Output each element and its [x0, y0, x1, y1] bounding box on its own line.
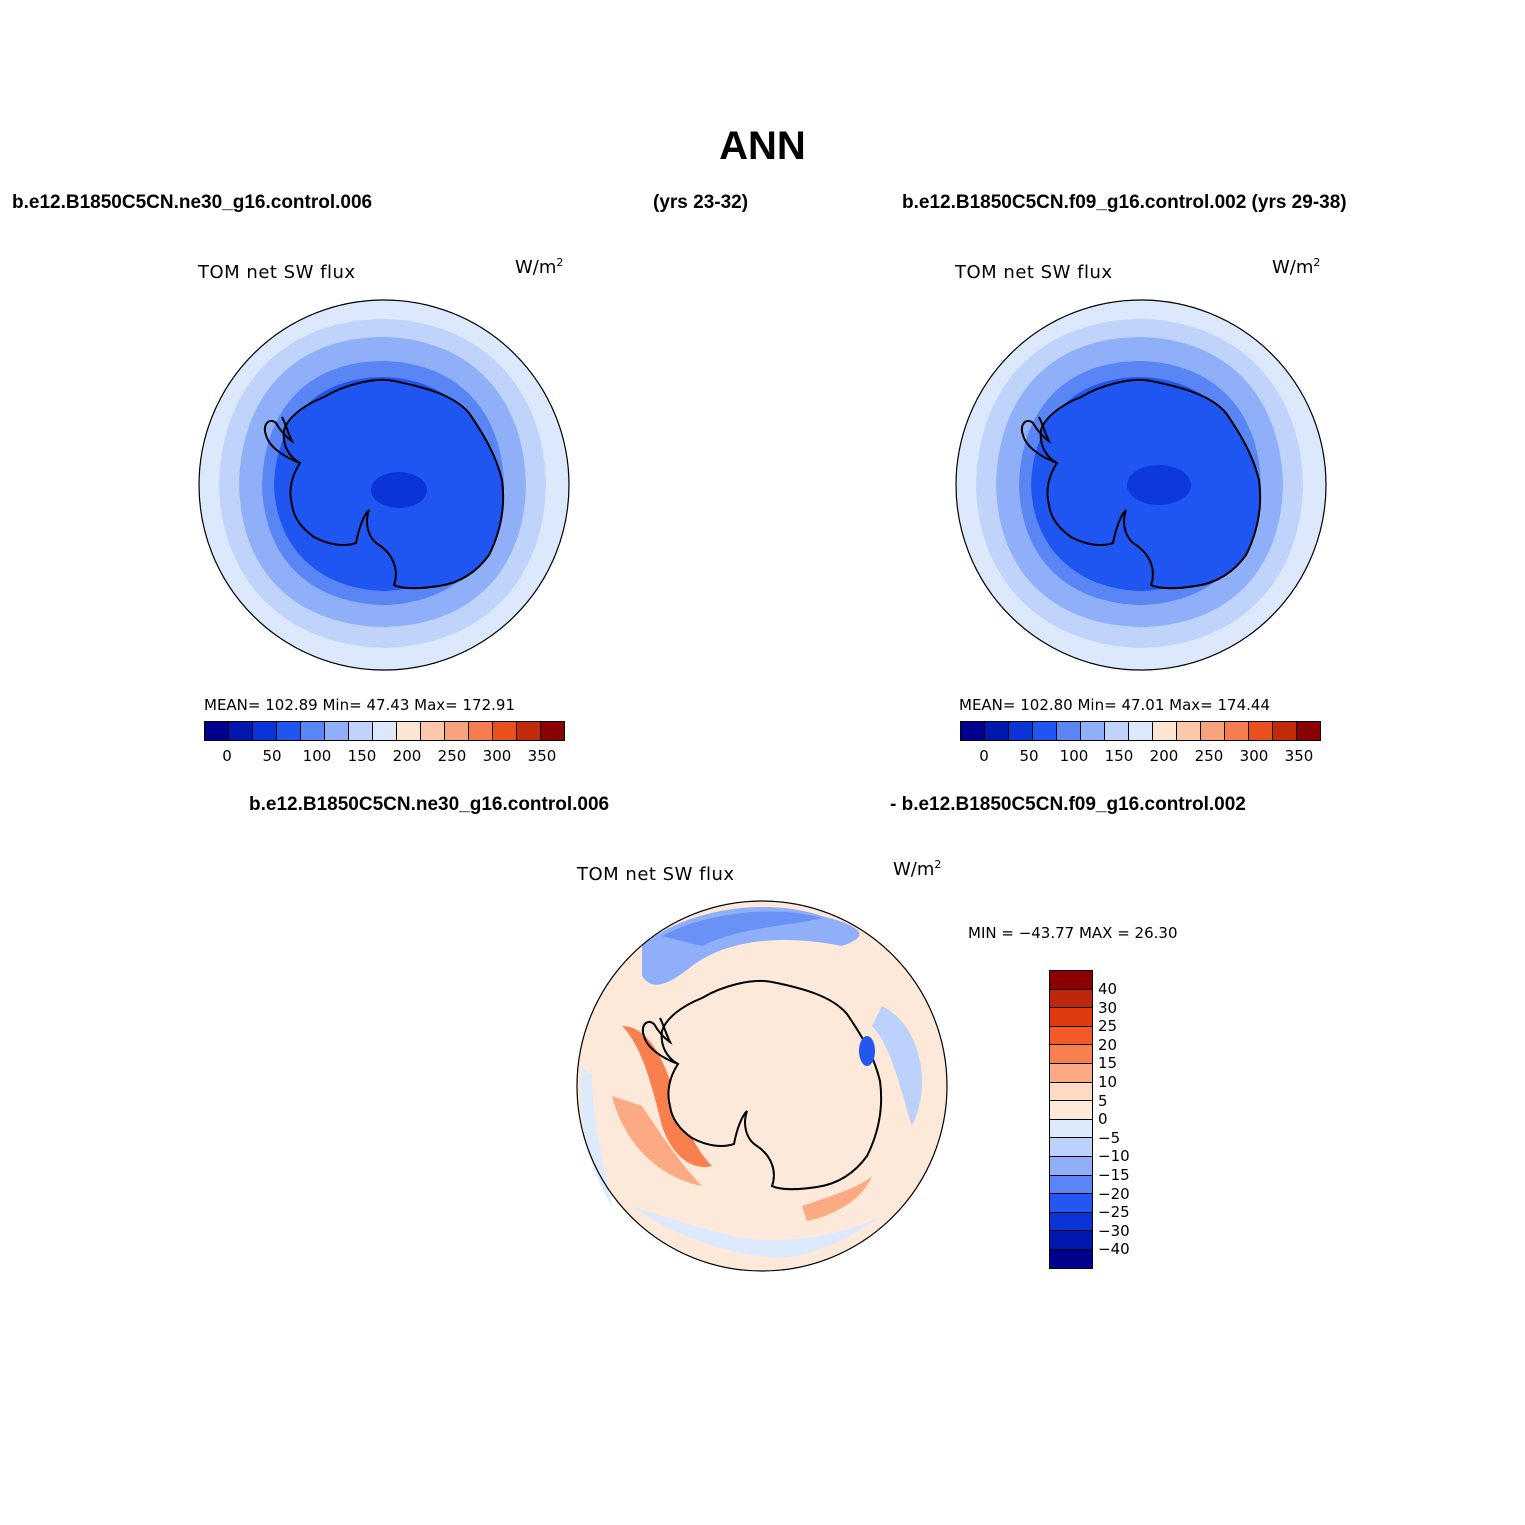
panel2-variable: TOM net SW flux: [955, 262, 1113, 283]
colorbar-tick-label: −40: [1098, 1240, 1130, 1259]
colorbar-swatch: [1050, 1175, 1092, 1195]
colorbar-swatch: [301, 722, 325, 740]
colorbar-swatch: [1153, 722, 1177, 740]
colorbar-tick-label: −30: [1098, 1221, 1130, 1240]
colorbar-tick-label: 25: [1098, 1017, 1118, 1036]
colorbar-swatch: [469, 722, 493, 740]
colorbar-swatch: [1225, 722, 1249, 740]
colorbar-tick-label: −10: [1098, 1147, 1130, 1166]
colorbar-swatch: [1050, 1119, 1092, 1139]
colorbar-swatch: [1249, 722, 1273, 740]
colorbar-tick-label: 50: [1019, 747, 1039, 765]
colorbar-tick-label: 0: [1098, 1110, 1108, 1129]
colorbar-swatch: [1057, 722, 1081, 740]
colorbar-swatch: [1129, 722, 1153, 740]
colorbar-tick-label: 100: [302, 747, 332, 765]
colorbar-swatch: [1009, 722, 1033, 740]
diff-colorbar: [1049, 970, 1093, 1269]
colorbar-swatch: [1081, 722, 1105, 740]
colorbar-tick-label: 0: [222, 747, 232, 765]
colorbar-tick-label: 50: [262, 747, 282, 765]
colorbar-tick-label: 0: [979, 747, 989, 765]
colorbar-swatch: [1050, 1063, 1092, 1083]
colorbar-swatch: [1050, 1249, 1092, 1268]
colorbar-swatch: [1177, 722, 1201, 740]
colorbar-swatch: [397, 722, 421, 740]
panel1-map: [198, 299, 570, 671]
years1-label: (yrs 23-32): [653, 192, 749, 213]
case2-label: b.e12.B1850C5CN.f09_g16.control.002 (yrs…: [902, 192, 1347, 213]
colorbar-tick-label: 30: [1098, 998, 1118, 1017]
colorbar-swatch: [1050, 1212, 1092, 1232]
panel2-colorbar: [960, 721, 1321, 741]
colorbar-swatch: [445, 722, 469, 740]
colorbar-tick-label: −15: [1098, 1166, 1130, 1184]
colorbar-swatch: [1105, 722, 1129, 740]
colorbar-swatch: [325, 722, 349, 740]
colorbar-swatch: [373, 722, 397, 740]
diff-stats: MIN = −43.77 MAX = 26.30: [968, 924, 1178, 942]
colorbar-swatch: [493, 722, 517, 740]
colorbar-tick-label: 40: [1098, 980, 1118, 998]
colorbar-tick-label: 10: [1098, 1073, 1118, 1091]
page-title: ANN: [719, 124, 806, 168]
panel2-stats: MEAN= 102.80 Min= 47.01 Max= 174.44: [959, 696, 1270, 714]
panel1-stats: MEAN= 102.89 Min= 47.43 Max= 172.91: [204, 696, 515, 714]
colorbar-tick-label: 250: [1194, 747, 1224, 765]
colorbar-swatch: [1050, 989, 1092, 1009]
colorbar-swatch: [1050, 1008, 1092, 1027]
case1-label: b.e12.B1850C5CN.ne30_g16.control.006: [12, 192, 373, 213]
colorbar-swatch: [1050, 1194, 1092, 1213]
diff-map: [576, 900, 948, 1272]
colorbar-swatch: [1297, 722, 1320, 740]
colorbar-tick-label: −25: [1098, 1203, 1130, 1222]
colorbar-swatch: [1033, 722, 1057, 740]
diff-case2-label: - b.e12.B1850C5CN.f09_g16.control.002: [890, 794, 1246, 815]
colorbar-tick-label: 200: [392, 747, 422, 765]
colorbar-tick-label: 350: [1284, 747, 1314, 765]
colorbar-swatch: [985, 722, 1009, 740]
colorbar-swatch: [1050, 971, 1092, 990]
colorbar-tick-label: 5: [1098, 1091, 1108, 1110]
colorbar-swatch: [277, 722, 301, 740]
panel1-units: W/m2: [515, 256, 564, 278]
panel2-map: [955, 299, 1327, 671]
colorbar-tick-label: −20: [1098, 1184, 1130, 1203]
diff-units: W/m2: [893, 858, 942, 880]
colorbar-swatch: [1050, 1231, 1092, 1250]
diff-case1-label: b.e12.B1850C5CN.ne30_g16.control.006: [249, 794, 610, 815]
colorbar-swatch: [229, 722, 253, 740]
panel1-colorbar: [204, 721, 565, 741]
colorbar-tick-label: 250: [437, 747, 467, 765]
colorbar-tick-label: 300: [482, 747, 512, 765]
colorbar-tick-label: 350: [527, 747, 557, 765]
panel2-units: W/m2: [1272, 256, 1321, 278]
colorbar-tick-label: 20: [1098, 1035, 1118, 1054]
colorbar-swatch: [1050, 1101, 1092, 1120]
colorbar-tick-label: 150: [347, 747, 377, 765]
colorbar-swatch: [961, 722, 985, 740]
colorbar-tick-label: 150: [1104, 747, 1134, 765]
colorbar-swatch: [1201, 722, 1225, 740]
colorbar-tick-label: 15: [1098, 1054, 1118, 1073]
panel1-variable: TOM net SW flux: [198, 262, 356, 283]
colorbar-tick-label: 100: [1059, 747, 1089, 765]
colorbar-tick-label: 200: [1149, 747, 1179, 765]
colorbar-swatch: [517, 722, 541, 740]
colorbar-swatch: [1050, 1026, 1092, 1046]
colorbar-tick-label: 300: [1239, 747, 1269, 765]
colorbar-swatch: [541, 722, 564, 740]
colorbar-swatch: [205, 722, 229, 740]
colorbar-tick-label: −5: [1098, 1128, 1121, 1147]
colorbar-swatch: [421, 722, 445, 740]
colorbar-swatch: [1273, 722, 1297, 740]
colorbar-swatch: [1050, 1138, 1092, 1157]
colorbar-swatch: [349, 722, 373, 740]
diff-variable: TOM net SW flux: [577, 864, 735, 885]
colorbar-swatch: [1050, 1045, 1092, 1064]
colorbar-swatch: [253, 722, 277, 740]
colorbar-swatch: [1050, 1082, 1092, 1102]
colorbar-swatch: [1050, 1156, 1092, 1176]
